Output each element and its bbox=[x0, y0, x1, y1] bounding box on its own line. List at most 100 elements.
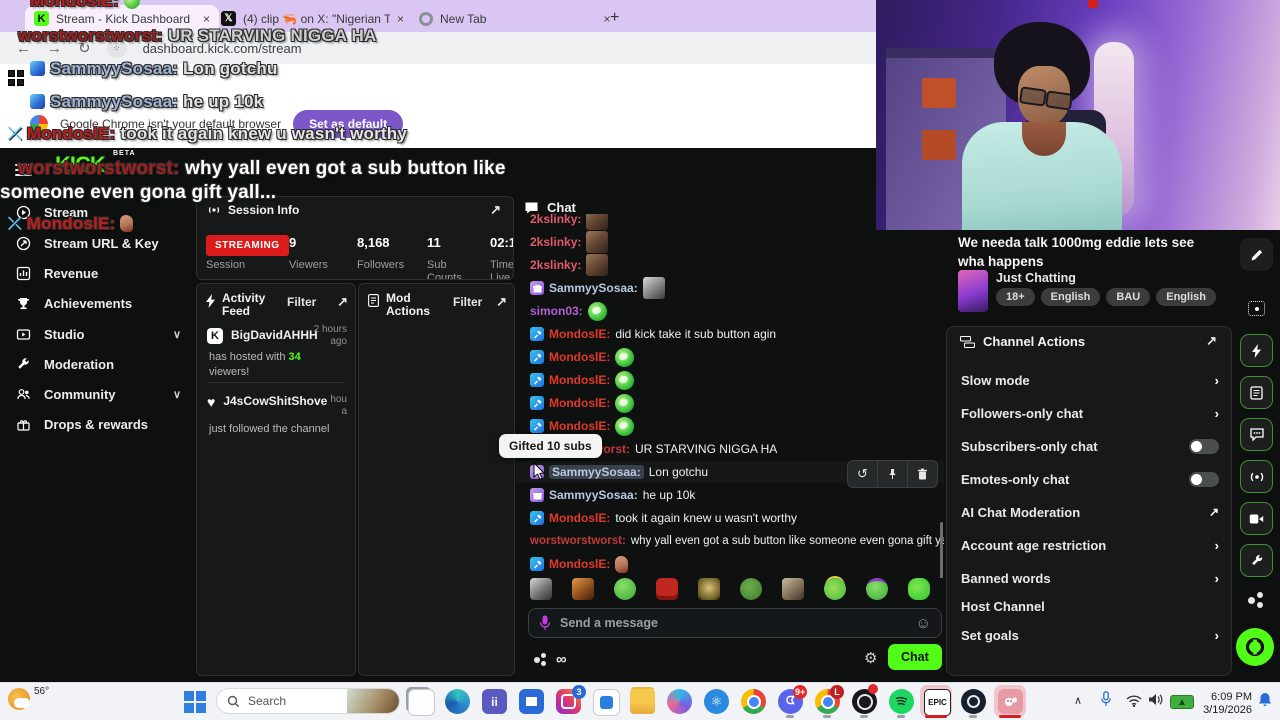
emoji-picker-icon[interactable]: ☺ bbox=[915, 614, 931, 632]
menu-hamburger-icon[interactable] bbox=[15, 161, 32, 179]
atom-app-icon[interactable]: ⚛ bbox=[704, 689, 729, 714]
edit-stream-button[interactable] bbox=[1240, 238, 1273, 271]
tray-notification-bell-icon[interactable] bbox=[1258, 692, 1272, 712]
task-view-icon[interactable] bbox=[408, 689, 435, 716]
action-account-age[interactable]: Account age restriction › bbox=[961, 537, 1219, 553]
tray-wifi-icon[interactable] bbox=[1126, 694, 1142, 712]
kick-app-icon[interactable] bbox=[998, 689, 1023, 714]
support-chat-button[interactable] bbox=[1236, 628, 1274, 666]
taskbar-weather[interactable]: 56° bbox=[8, 686, 49, 710]
tray-battery-icon[interactable] bbox=[1170, 695, 1194, 709]
set-as-default-button[interactable]: Set as default bbox=[293, 110, 404, 138]
orange-photo-emote[interactable] bbox=[572, 578, 594, 600]
site-settings-icon[interactable]: ⁘ bbox=[106, 38, 127, 58]
pin-icon[interactable] bbox=[877, 461, 907, 487]
popout-icon[interactable]: ↗ bbox=[1206, 333, 1217, 348]
action-emotes-only[interactable]: Emotes-only chat bbox=[961, 468, 1219, 490]
chat-settings-gear-icon[interactable]: ⚙ bbox=[864, 650, 878, 667]
sidebar-item-achievements[interactable]: Achievements bbox=[16, 296, 132, 311]
red-angry-emote[interactable] bbox=[656, 578, 678, 600]
infinity-icon[interactable]: ∞ bbox=[556, 651, 567, 668]
chat-input[interactable]: Send a message ☺ bbox=[528, 608, 942, 638]
action-followers-only[interactable]: Followers-only chat › bbox=[961, 405, 1219, 421]
chat-settings-button[interactable] bbox=[1240, 418, 1273, 451]
start-button[interactable] bbox=[184, 691, 206, 713]
folder-icon[interactable] bbox=[630, 689, 655, 714]
teams-icon[interactable]: ii bbox=[482, 689, 507, 714]
tray-clock[interactable]: 6:09 PM 3/19/2026 bbox=[1196, 691, 1252, 717]
sidebar-item-drops-rewards[interactable]: Drops & rewards bbox=[16, 417, 148, 432]
clips-button[interactable] bbox=[1240, 502, 1273, 535]
sidebar-item-studio[interactable]: Studio ∨ bbox=[16, 327, 181, 342]
screen-capture-button[interactable] bbox=[1240, 292, 1273, 325]
person-photo-emote[interactable] bbox=[782, 578, 804, 600]
action-banned-words[interactable]: Banned words › bbox=[961, 570, 1219, 586]
close-tab-icon[interactable]: × bbox=[603, 11, 611, 26]
activity-user[interactable]: BigDavidAHHH bbox=[231, 328, 318, 342]
tools-button[interactable] bbox=[1240, 544, 1273, 577]
taskbar-search[interactable]: Search bbox=[216, 688, 400, 714]
green-halo-emote[interactable] bbox=[824, 578, 846, 600]
url-text[interactable]: dashboard.kick.com/stream bbox=[142, 40, 302, 56]
mic-icon[interactable] bbox=[539, 615, 551, 631]
sidebar-item-revenue[interactable]: Revenue bbox=[16, 266, 98, 281]
new-tab-button[interactable]: + bbox=[610, 9, 620, 26]
emotes-only-toggle[interactable] bbox=[1189, 471, 1219, 487]
copilot-icon[interactable] bbox=[667, 689, 692, 714]
tray-chevron-up[interactable]: ∧ bbox=[1074, 695, 1083, 707]
subscribers-only-toggle[interactable] bbox=[1189, 438, 1219, 454]
tab-x-clip[interactable]: 𝕏 (4) clip 🦐 on X: "Nigerian Twit × bbox=[212, 5, 413, 32]
reply-undo-icon[interactable]: ↺ bbox=[857, 466, 868, 481]
forward-icon[interactable]: → bbox=[47, 39, 62, 57]
steam-icon[interactable] bbox=[961, 689, 986, 714]
chat-send-button[interactable]: Chat bbox=[888, 644, 942, 670]
sidebar-item-stream[interactable]: Stream bbox=[16, 205, 88, 220]
action-host-channel[interactable]: Host Channel bbox=[961, 598, 1045, 614]
store-icon[interactable] bbox=[519, 689, 544, 714]
tray-mic-icon[interactable] bbox=[1100, 691, 1112, 712]
green-pill-emote[interactable] bbox=[908, 578, 930, 600]
popout-icon[interactable]: ↗ bbox=[490, 202, 501, 217]
category-thumbnail[interactable] bbox=[958, 270, 988, 312]
filter-button[interactable]: Filter bbox=[453, 295, 483, 309]
action-ai-chat-moderation[interactable]: AI Chat Moderation ↗ bbox=[961, 504, 1219, 520]
gray-photo-emote[interactable] bbox=[530, 578, 552, 600]
chrome-icon[interactable] bbox=[741, 689, 766, 714]
reload-icon[interactable]: ↻ bbox=[78, 40, 91, 57]
sidebar-item-stream-url-key[interactable]: Stream URL & Key bbox=[16, 236, 159, 251]
notes-button[interactable] bbox=[1240, 376, 1273, 409]
chevron-right-icon: › bbox=[1214, 537, 1219, 553]
chat-scrollbar[interactable] bbox=[940, 522, 943, 578]
category-name[interactable]: Just Chatting bbox=[996, 271, 1076, 285]
action-subscribers-only[interactable]: Subscribers-only chat bbox=[961, 435, 1219, 457]
broadcast-button[interactable] bbox=[1240, 460, 1273, 493]
sidebar-item-community[interactable]: Community ∨ bbox=[16, 387, 181, 402]
quick-actions-button[interactable] bbox=[1240, 334, 1273, 367]
sidebar-item-moderation[interactable]: Moderation bbox=[16, 357, 114, 372]
close-tab-icon[interactable]: × bbox=[396, 11, 404, 26]
spotify-icon[interactable] bbox=[889, 689, 914, 714]
tray-volume-icon[interactable] bbox=[1148, 693, 1164, 711]
action-set-goals[interactable]: Set goals › bbox=[961, 627, 1219, 643]
filter-button[interactable]: Filter bbox=[287, 295, 317, 309]
activity-user[interactable]: J4sCowShitShovel bbox=[223, 394, 328, 408]
popout-icon[interactable]: ↗ bbox=[337, 294, 348, 309]
pepe-emote[interactable] bbox=[740, 578, 762, 600]
emote-dots-icon[interactable] bbox=[534, 652, 548, 667]
popout-icon[interactable]: ↗ bbox=[496, 294, 507, 309]
tab-kick-dashboard[interactable]: K Stream - Kick Dashboard × bbox=[25, 5, 219, 32]
yellow-figure-emote[interactable] bbox=[698, 578, 720, 600]
delete-icon[interactable] bbox=[907, 461, 937, 487]
chat-message-highlighted[interactable]: SammyySosaa: Lon gotchu bbox=[516, 461, 944, 483]
tab-new-tab[interactable]: New Tab × bbox=[410, 5, 613, 32]
photos-icon[interactable] bbox=[593, 689, 620, 716]
close-tab-icon[interactable]: × bbox=[202, 11, 210, 26]
green-shades-emote[interactable] bbox=[866, 578, 888, 600]
edge-icon[interactable] bbox=[445, 689, 470, 714]
epic-games-icon[interactable]: EPIC bbox=[924, 689, 951, 716]
action-slow-mode[interactable]: Slow mode › bbox=[961, 372, 1219, 388]
green-crying-emote[interactable] bbox=[614, 578, 636, 600]
back-icon[interactable]: ← bbox=[16, 39, 31, 57]
kick-logo[interactable]: KICK bbox=[55, 152, 106, 177]
chat-message: MondoslE: bbox=[530, 415, 940, 437]
